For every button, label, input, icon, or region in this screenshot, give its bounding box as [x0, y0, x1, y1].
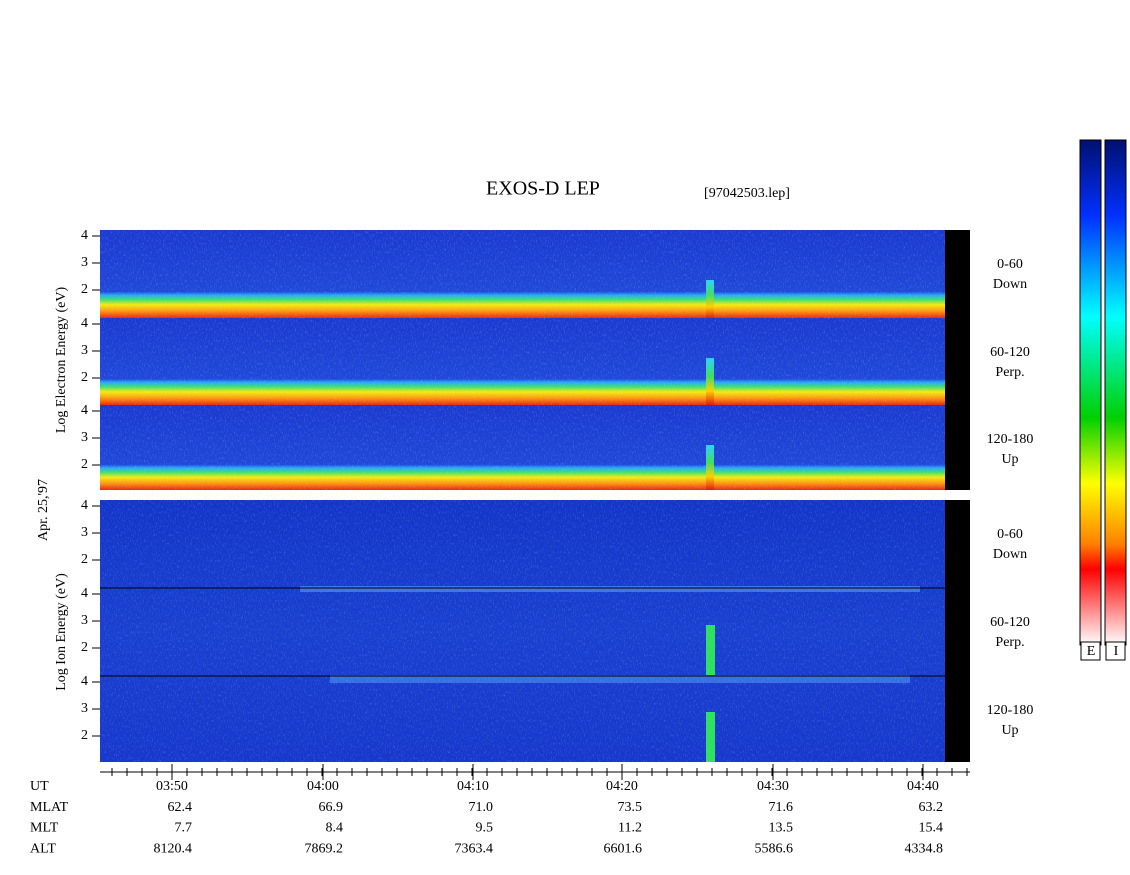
panel-range: 0-60 [997, 257, 1023, 272]
ephemeris-value: 62.4 [168, 800, 193, 815]
y-tick-label: 2 [81, 552, 88, 567]
y-tick-label: 4 [81, 674, 88, 689]
y-tick-label: 4 [81, 228, 88, 243]
ephemeris-value: 66.9 [319, 800, 344, 815]
ephemeris-value: 71.0 [469, 800, 494, 815]
y-tick-label: 3 [81, 343, 88, 358]
title: EXOS-D LEP [486, 178, 600, 200]
colorbar-label: E [1087, 644, 1096, 659]
ephemeris-value: 73.5 [618, 800, 643, 815]
colorbar-label: I [1114, 644, 1119, 659]
electron-axis-label: Log Electron Energy (eV) [54, 287, 69, 434]
ephemeris-value: 03:50 [156, 779, 188, 794]
panel-range: 0-60 [997, 527, 1023, 542]
ion-axis-label: Log Ion Energy (eV) [54, 573, 69, 691]
ephemeris-value: 7363.4 [455, 841, 494, 856]
panel-range: 60-120 [990, 345, 1030, 360]
ephemeris-value: 04:20 [606, 779, 638, 794]
ephemeris-value: 11.2 [618, 821, 642, 836]
panel-range: 60-120 [990, 615, 1030, 630]
ephemeris-label: ALT [30, 841, 56, 856]
panel-direction: Perp. [995, 365, 1024, 380]
y-tick-label: 4 [81, 586, 88, 601]
ephemeris-value: 13.5 [769, 821, 794, 836]
ephemeris-value: 6601.6 [604, 841, 643, 856]
y-tick-label: 4 [81, 403, 88, 418]
panel-direction: Down [993, 277, 1027, 292]
y-tick-label: 2 [81, 640, 88, 655]
ephemeris-value: 8120.4 [154, 841, 193, 856]
y-tick-label: 4 [81, 498, 88, 513]
y-tick-label: 2 [81, 282, 88, 297]
ephemeris-value: 7869.2 [305, 841, 344, 856]
panel-range: 120-180 [987, 432, 1034, 447]
ephemeris-value: 15.4 [919, 821, 944, 836]
y-tick-label: 3 [81, 613, 88, 628]
y-tick-label: 2 [81, 457, 88, 472]
ephemeris-label: UT [30, 779, 49, 794]
y-tick-label: 3 [81, 430, 88, 445]
ephemeris-value: 4334.8 [905, 841, 944, 856]
ephemeris-label: MLAT [30, 800, 69, 815]
ephemeris-value: 04:10 [457, 779, 489, 794]
ephemeris-value: 63.2 [919, 800, 944, 815]
file-name: [97042503.lep] [704, 186, 790, 201]
panel-range: 120-180 [987, 703, 1034, 718]
ephemeris-value: 04:30 [757, 779, 789, 794]
panel-direction: Down [993, 547, 1027, 562]
date: Apr. 25,'97 [36, 479, 51, 541]
panel-direction: Perp. [995, 635, 1024, 650]
ephemeris-value: 9.5 [476, 821, 494, 836]
spectrogram-layout [100, 139, 1127, 773]
y-tick-label: 2 [81, 728, 88, 743]
y-tick-label: 3 [81, 701, 88, 716]
ephemeris-value: 8.4 [326, 821, 344, 836]
ephemeris-value: 7.7 [175, 821, 193, 836]
ephemeris-value: 04:40 [907, 779, 939, 794]
ephemeris-value: 04:00 [307, 779, 339, 794]
y-tick-label: 3 [81, 255, 88, 270]
y-tick-label: 2 [81, 370, 88, 385]
ephemeris-label: MLT [30, 821, 59, 836]
y-tick-label: 4 [81, 316, 88, 331]
y-tick-label: 3 [81, 525, 88, 540]
panel-direction: Up [1001, 452, 1018, 467]
ephemeris-value: 5586.6 [755, 841, 794, 856]
ephemeris-value: 71.6 [769, 800, 794, 815]
panel-direction: Up [1001, 723, 1018, 738]
